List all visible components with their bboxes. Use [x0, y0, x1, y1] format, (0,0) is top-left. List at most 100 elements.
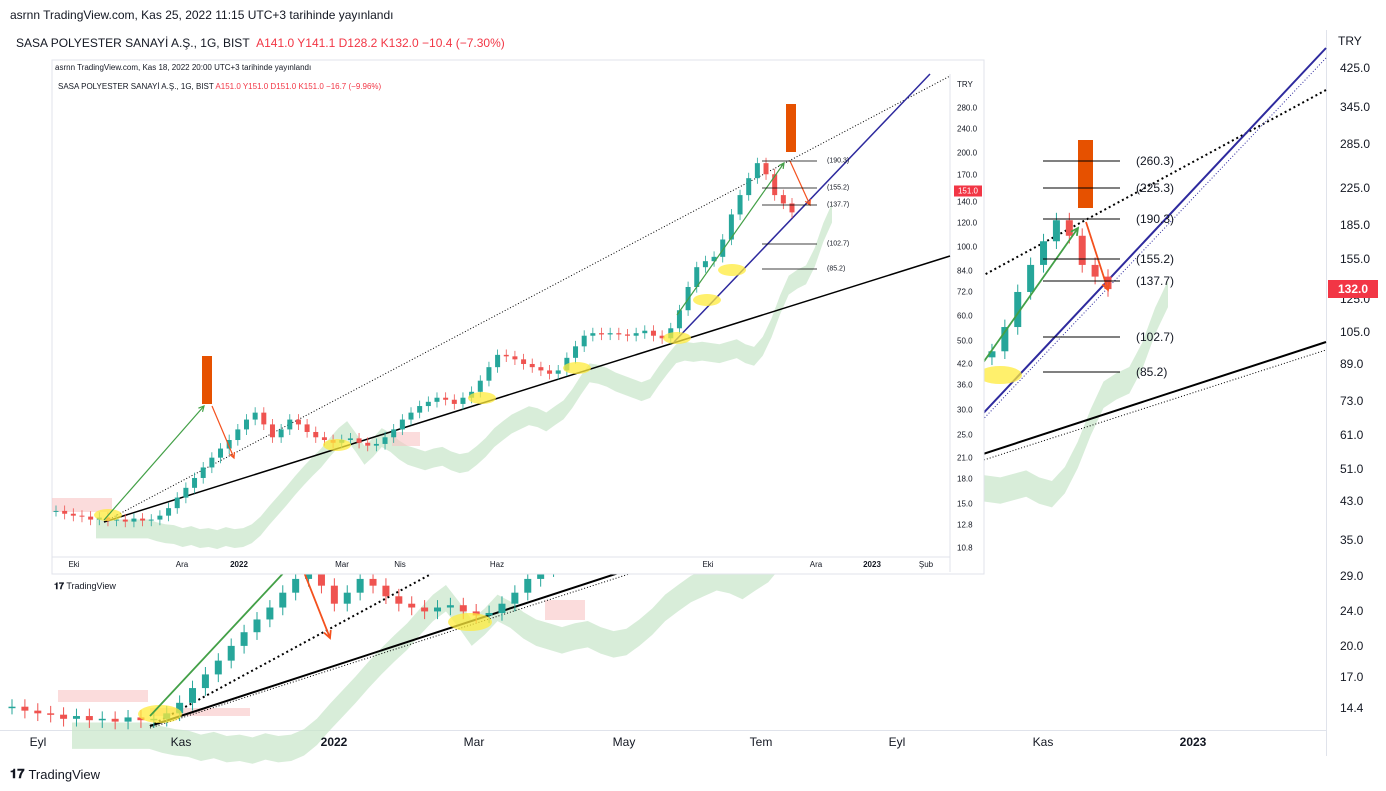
candle-body — [98, 718, 106, 721]
inset-candle-body — [53, 510, 59, 512]
time-tick-label: Eyl — [888, 735, 906, 749]
inset-published-line: asrnn TradingView.com, Kas 18, 2022 20:0… — [55, 63, 312, 72]
down-arrow — [1085, 221, 1109, 291]
highlight-ellipse — [448, 613, 492, 631]
candle-body — [34, 710, 42, 714]
inset-candle-body — [650, 330, 656, 336]
candle-body — [60, 714, 68, 719]
inset-candle-body — [148, 519, 154, 521]
candle-body — [214, 660, 222, 675]
candle-body — [227, 645, 235, 661]
inset-candle-body — [88, 516, 94, 520]
inset-candle-body — [382, 437, 388, 444]
inset-candle-body — [356, 438, 362, 443]
inset-brand-name: TradingView — [66, 581, 116, 591]
inset-candle-body — [200, 467, 206, 478]
down-arrow — [299, 561, 331, 639]
bearish-cloud-segment — [150, 708, 250, 716]
inset-up-arrow — [103, 405, 205, 521]
inset-candle-body — [226, 440, 232, 449]
inset-price-tick-label: 84.0 — [957, 266, 973, 276]
inset-chart: asrnn TradingView.com, Kas 18, 2022 20:0… — [52, 60, 984, 591]
fib-label: (137.7) — [1136, 274, 1175, 288]
inset-currency-label: TRY — [957, 80, 973, 89]
inset-candle-body — [166, 508, 172, 516]
inset-candle-body — [79, 515, 85, 517]
price-tick-label: 17.0 — [1340, 669, 1364, 684]
inset-candle-body — [607, 333, 613, 335]
inset-candle-body — [183, 487, 189, 498]
inset-price-tick-label: 170.0 — [957, 170, 978, 180]
candle-body — [72, 716, 80, 719]
inset-candle-body — [252, 412, 258, 420]
price-tick-label: 24.0 — [1340, 604, 1364, 619]
candle-body — [266, 607, 274, 620]
candle-body — [1040, 241, 1048, 265]
inset-candle-body — [434, 397, 440, 402]
inset-candle-body — [633, 333, 639, 336]
brand-footer[interactable]: 𝟏𝟕 TradingView — [10, 766, 100, 782]
inset-highlight-ellipse — [468, 392, 496, 404]
inset-price-tick-label: 280.0 — [957, 103, 978, 113]
inset-time-tick-label: Ara — [175, 560, 189, 569]
inset-candle-body — [702, 261, 708, 268]
inset-brand: 𝟏𝟕 TradingView — [54, 581, 116, 592]
inset-candle-body — [62, 510, 68, 514]
inset-candle-body — [114, 519, 120, 521]
inset-price-tick-label: 21.0 — [957, 453, 973, 463]
inset-price-tick-label: 100.0 — [957, 242, 978, 252]
inset-candle-body — [477, 380, 483, 392]
inset-candle-body — [573, 346, 579, 358]
fib-label: (260.3) — [1136, 154, 1175, 168]
inset-highlight-ellipse — [693, 294, 721, 306]
inset-price-tick-label: 12.8 — [957, 520, 973, 530]
inset-candle-body — [347, 438, 353, 441]
price-tick-label: 89.0 — [1340, 356, 1364, 371]
inset-candle-body — [391, 429, 397, 438]
price-tick-label: 73.0 — [1340, 394, 1364, 409]
price-tick-label: 425.0 — [1340, 61, 1371, 75]
inset-candle-body — [425, 401, 431, 407]
time-tick-label: Kas — [170, 735, 192, 749]
candle-body — [356, 578, 364, 593]
inset-marker-bar — [202, 356, 212, 404]
inset-candle-body — [192, 477, 198, 488]
inset-candle-body — [304, 424, 310, 432]
candle-body — [137, 717, 145, 721]
tradingview-logo-icon: 𝟏𝟕 — [10, 766, 25, 781]
inset-candle-body — [754, 163, 760, 179]
time-tick-label: 2022 — [320, 735, 348, 749]
inset-candle-body — [157, 515, 163, 520]
inset-candle-body — [538, 367, 544, 371]
price-tick-label: 20.0 — [1340, 638, 1364, 653]
inset-highlight-ellipse — [663, 332, 691, 344]
inset-price-tick-label: 10.8 — [957, 543, 973, 553]
inset-time-tick-label: Nis — [394, 560, 406, 569]
inset-fib-label: (102.7) — [827, 240, 850, 248]
inset-candle-body — [780, 195, 786, 204]
inset-candle-body — [140, 518, 146, 521]
inset-price-tick-label: 240.0 — [957, 124, 978, 134]
candle-body — [408, 603, 416, 608]
candle-body — [47, 713, 55, 715]
fib-label: (225.3) — [1136, 181, 1175, 195]
inset-candle-body — [624, 334, 630, 336]
inset-price-tick-label: 15.0 — [957, 499, 973, 509]
published-line: asrnn TradingView.com, Kas 25, 2022 11:1… — [10, 8, 394, 22]
candle-body — [395, 596, 403, 604]
inset-candle-body — [321, 437, 327, 441]
support-trendline-dotted — [149, 349, 1327, 729]
price-tick-label: 345.0 — [1340, 100, 1371, 115]
candle-body — [524, 578, 532, 593]
candle-body — [459, 605, 467, 612]
steep-trendline-dotted — [934, 57, 1327, 471]
price-tick-label: 43.0 — [1340, 494, 1364, 509]
inset-candle-body — [269, 424, 275, 438]
ohlc-values: A141.0 Y141.1 D128.2 K132.0 −10.4 (−7.30… — [256, 36, 505, 50]
highlight-ellipse — [138, 705, 182, 723]
candle-body — [1078, 235, 1086, 265]
inset-down-arrow — [211, 405, 235, 459]
bearish-cloud-segment — [58, 690, 148, 702]
price-tick-label: 285.0 — [1340, 136, 1371, 151]
